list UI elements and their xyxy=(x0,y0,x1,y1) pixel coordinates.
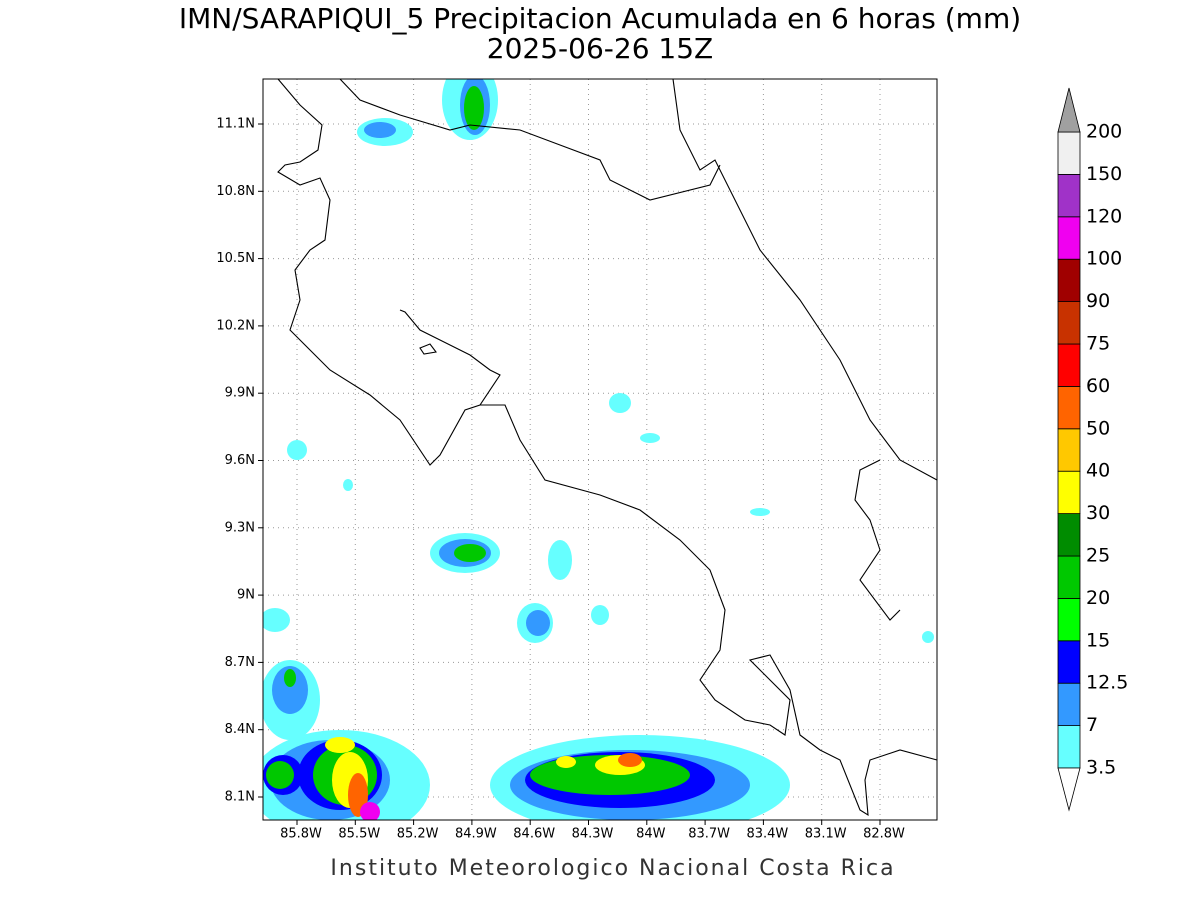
lat-label: 10.5N xyxy=(216,251,255,266)
blob xyxy=(266,761,294,789)
lon-label: 84.9W xyxy=(455,827,497,842)
colorbar-box xyxy=(1057,555,1081,599)
lon-label: 85.8W xyxy=(280,827,322,842)
colorbar-label: 200 xyxy=(1086,121,1122,143)
lat-label: 9.9N xyxy=(225,386,255,401)
colorbar-label: 90 xyxy=(1086,290,1110,312)
precipitation xyxy=(263,79,934,820)
lon-label: 82.8W xyxy=(863,827,905,842)
colorbar-label: 150 xyxy=(1086,163,1122,185)
colorbar-label: 20 xyxy=(1086,587,1110,609)
colorbar-label: 3.5 xyxy=(1086,757,1116,779)
lon-label: 84.6W xyxy=(513,827,555,842)
lat-label: 8.4N xyxy=(225,722,255,737)
island xyxy=(419,343,437,355)
lon-label: 84.3W xyxy=(572,827,614,842)
grid xyxy=(263,79,937,820)
lon-label: 83.7W xyxy=(688,827,730,842)
border-north xyxy=(339,78,721,201)
colorbar-label: 7 xyxy=(1086,714,1098,736)
caribbean-coast xyxy=(672,78,938,481)
colorbar-box xyxy=(1057,343,1081,387)
precip-light xyxy=(263,79,934,820)
colorbar-label: 120 xyxy=(1086,205,1122,227)
colorbar-top xyxy=(1057,87,1081,133)
blob xyxy=(922,631,934,643)
title: IMN/SARAPIQUI_5 Precipitacion Acumulada … xyxy=(179,2,1021,35)
colorbar-box xyxy=(1057,385,1081,430)
blob xyxy=(454,544,486,562)
lat-label: 8.1N xyxy=(225,790,255,805)
blob xyxy=(526,610,550,636)
ticks: 85.8W 85.5W 85.2W 84.9W 84.6W 84.3W 84W 83.7W 83… xyxy=(216,117,905,842)
colorbar-box xyxy=(1057,513,1081,557)
blob xyxy=(618,753,642,767)
colorbar-box xyxy=(1057,258,1081,303)
lon-label: 85.5W xyxy=(338,827,380,842)
lat-label: 8.7N xyxy=(225,655,255,670)
blob xyxy=(287,440,307,460)
lat-label: 9.3N xyxy=(225,520,255,535)
blob xyxy=(609,393,631,413)
coastlines xyxy=(277,78,938,817)
colorbar-bottom xyxy=(1057,767,1081,812)
blob xyxy=(640,433,660,443)
blob xyxy=(263,608,290,632)
colorbar-box xyxy=(1057,428,1081,472)
colorbar-box xyxy=(1057,131,1081,175)
colorbar-box xyxy=(1057,301,1081,345)
colorbar-box xyxy=(1057,216,1081,260)
colorbar-label: 40 xyxy=(1086,460,1110,482)
colorbar-box xyxy=(1057,470,1081,515)
blob xyxy=(548,540,572,580)
colorbar-box xyxy=(1057,682,1081,727)
colorbar: 3.5 7 12.5 15 20 25 30 40 50 60 75 90 100 120 150 200 xyxy=(1057,87,1128,812)
lat-label: 10.8N xyxy=(216,184,255,199)
blob xyxy=(464,86,484,130)
colorbar-label: 60 xyxy=(1086,375,1110,397)
blob xyxy=(591,605,609,625)
lat-label: 10.2N xyxy=(216,318,255,333)
blob xyxy=(556,756,576,768)
lon-label: 83.1W xyxy=(805,827,847,842)
central-coast xyxy=(480,404,938,817)
footer: Instituto Meteorologico Nacional Costa R… xyxy=(330,856,895,881)
colorbar-box xyxy=(1057,640,1081,684)
precip-green xyxy=(266,86,690,805)
colorbar-label: 25 xyxy=(1086,545,1110,567)
colorbar-box xyxy=(1057,598,1081,642)
blob xyxy=(325,737,355,753)
colorbar-box xyxy=(1057,725,1081,769)
lat-label: 11.1N xyxy=(216,117,255,132)
colorbar-label: 100 xyxy=(1086,248,1122,270)
blob xyxy=(343,479,353,491)
pacific-coast xyxy=(277,78,501,466)
lat-label: 9N xyxy=(237,588,255,603)
colorbar-label: 30 xyxy=(1086,502,1110,524)
precip-max xyxy=(360,802,380,820)
blob xyxy=(272,666,308,714)
colorbar-label: 12.5 xyxy=(1086,672,1128,694)
subtitle: 2025-06-26 15Z xyxy=(487,32,713,65)
blob xyxy=(284,669,296,687)
lon-label: 85.2W xyxy=(397,827,439,842)
precip-moderate xyxy=(270,79,750,820)
colorbar-label: 75 xyxy=(1086,333,1110,355)
blob xyxy=(750,508,770,516)
colorbar-label: 50 xyxy=(1086,417,1110,439)
lon-label: 84W xyxy=(636,827,666,842)
border-south xyxy=(854,459,901,621)
lon-label: 83.4W xyxy=(746,827,788,842)
colorbar-label: 15 xyxy=(1086,629,1110,651)
lat-label: 9.6N xyxy=(225,453,255,468)
colorbar-box xyxy=(1057,173,1081,218)
map-frame xyxy=(262,78,938,821)
blob xyxy=(364,122,396,138)
